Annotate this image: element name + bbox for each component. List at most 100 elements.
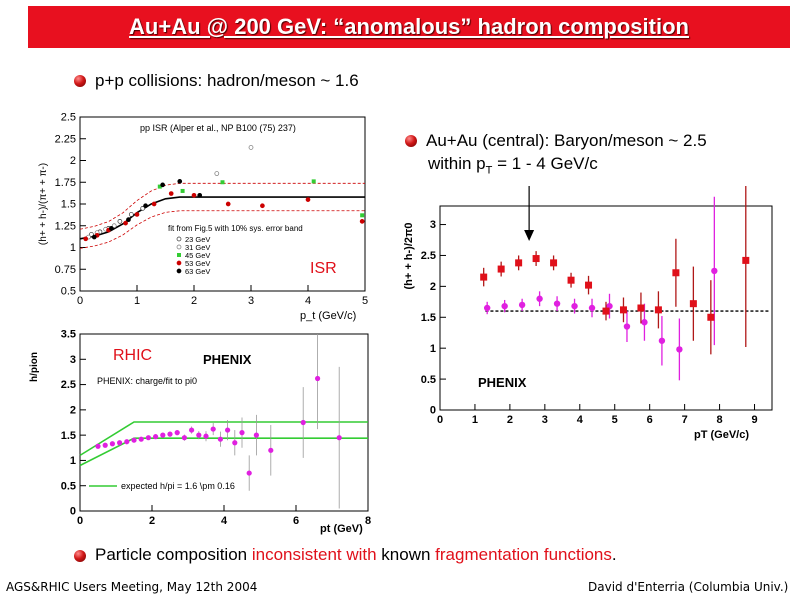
auau-central-point — [567, 276, 575, 284]
rhic-legend-label: expected h/pi = 1.6 \pm 0.16 — [121, 481, 235, 491]
rhic-point — [109, 441, 115, 447]
rhic-band-lower — [79, 437, 368, 467]
isr-point — [128, 212, 134, 217]
bullet-pp: p+p collisions: hadron/meson ~ 1.6 — [95, 71, 359, 90]
y-tick-label: 0.5 — [61, 480, 76, 492]
y-tick-label: 2 — [430, 281, 436, 293]
isr-fit-lower — [79, 210, 365, 249]
x-tick-label: 9 — [751, 414, 757, 426]
x-tick-label: 2 — [507, 414, 513, 426]
isr-point — [360, 213, 365, 218]
x-tick-label: 5 — [612, 414, 618, 426]
auau-central-point — [602, 307, 610, 315]
auau-xlabel: pT (GeV/c) — [694, 429, 749, 441]
isr-point — [91, 234, 97, 240]
isr-point — [108, 226, 114, 231]
isr-point — [151, 201, 157, 207]
rhic-point — [253, 432, 259, 438]
x-tick-label: 8 — [717, 414, 723, 426]
isr-point — [134, 212, 140, 217]
isr-legend-marker — [177, 253, 181, 257]
rhic-point — [336, 435, 342, 441]
rhic-point — [239, 430, 245, 436]
isr-legend-label: 63 GeV — [185, 267, 210, 276]
isr-point — [140, 205, 146, 211]
bullet-composition-p5: . — [611, 545, 617, 564]
x-tick-label: 6 — [293, 515, 299, 527]
auau-central-point — [707, 313, 715, 321]
rhic-point — [131, 437, 137, 443]
rhic-point — [145, 435, 151, 441]
isr-point — [197, 192, 203, 198]
x-tick-label: 7 — [682, 414, 688, 426]
auau-central-point — [585, 281, 593, 289]
auau-central-point — [654, 306, 662, 314]
rhic-point — [124, 439, 130, 445]
isr-legend-marker — [176, 244, 182, 250]
isr-point — [191, 192, 197, 198]
rhic-point — [225, 427, 231, 433]
bullet-icon — [405, 135, 417, 147]
isr-chart: 0 1 2 3 4 5 0.5 0.75 1 1.25 1.5 1.75 2 2.25 2.5 pp ISR … — [38, 112, 368, 322]
bullet-icon — [74, 75, 86, 87]
auau-central-point — [619, 306, 627, 314]
isr-point — [248, 145, 254, 150]
rhic-point — [167, 431, 173, 437]
rhic-point — [196, 432, 202, 438]
rhic-point — [203, 433, 209, 439]
bullet-auau-pt-sub: T — [485, 164, 493, 177]
auau-central-point — [515, 259, 523, 267]
bullet-auau-pt: within p — [428, 154, 486, 173]
rhic-xlabel: pt (GeV) — [320, 523, 363, 535]
rhic-point — [189, 427, 195, 433]
rhic-point — [174, 430, 180, 436]
slide-title: Au+Au @ 200 GeV: “anomalous” hadron comp… — [129, 14, 689, 39]
bullet-icon — [74, 550, 86, 562]
footer-right: David d'Enterria (Columbia Univ.) — [588, 580, 789, 594]
x-tick-label: 5 — [362, 295, 368, 307]
rhic-point — [102, 442, 108, 448]
y-tick-label: 1.5 — [61, 430, 76, 442]
y-tick-label: 2.5 — [421, 250, 436, 262]
auau-periph-point — [571, 302, 578, 310]
x-tick-label: 2 — [149, 515, 155, 527]
isr-tag: ISR — [310, 260, 337, 277]
auau-periph-point — [536, 295, 543, 302]
x-tick-label: 8 — [365, 515, 371, 527]
auau-central-point — [480, 273, 488, 281]
isr-point — [89, 232, 94, 237]
isr-ylabel: (h+ + h-)/(π+ + π-) — [38, 163, 49, 245]
isr-fit-upper — [79, 182, 365, 230]
auau-central-point — [689, 300, 697, 308]
y-tick-label: 2.5 — [61, 379, 76, 391]
y-tick-label: 2 — [70, 155, 76, 167]
isr-legend-label: 23 GeV — [185, 235, 210, 244]
y-tick-label: 2 — [70, 405, 76, 417]
isr-fit-annotation: fit from Fig.5 with 10% sys. error band — [168, 224, 303, 233]
x-tick-label: 4 — [305, 295, 311, 307]
bullet-composition-p2: inconsistent with — [251, 545, 377, 564]
isr-point — [126, 217, 131, 223]
isr-point — [123, 220, 128, 226]
isr-point — [117, 219, 123, 224]
y-tick-label: 1.5 — [61, 199, 76, 211]
y-tick-label: 2.25 — [55, 133, 76, 145]
rhic-point — [210, 426, 216, 432]
y-tick-label: 0.75 — [55, 264, 76, 276]
auau-periph-point — [483, 304, 491, 312]
plot-frame — [439, 205, 773, 411]
isr-legend-marker — [176, 268, 182, 274]
auau-periph-point — [676, 346, 683, 353]
auau-arrow-head — [524, 230, 535, 241]
auau-periph-point — [588, 304, 596, 312]
isr-point — [111, 223, 117, 229]
bullet-composition-p3: known — [376, 545, 436, 564]
footer-left: AGS&RHIC Users Meeting, May 12th 2004 — [6, 580, 258, 594]
rhic-point — [117, 440, 123, 446]
bullet-composition-p1: Particle composition — [95, 545, 252, 564]
y-tick-label: 3 — [430, 219, 436, 231]
isr-legend-marker — [176, 260, 182, 266]
y-tick-label: 0 — [430, 405, 436, 417]
rhic-tag: RHIC — [113, 347, 152, 364]
y-tick-label: 1 — [70, 242, 76, 254]
